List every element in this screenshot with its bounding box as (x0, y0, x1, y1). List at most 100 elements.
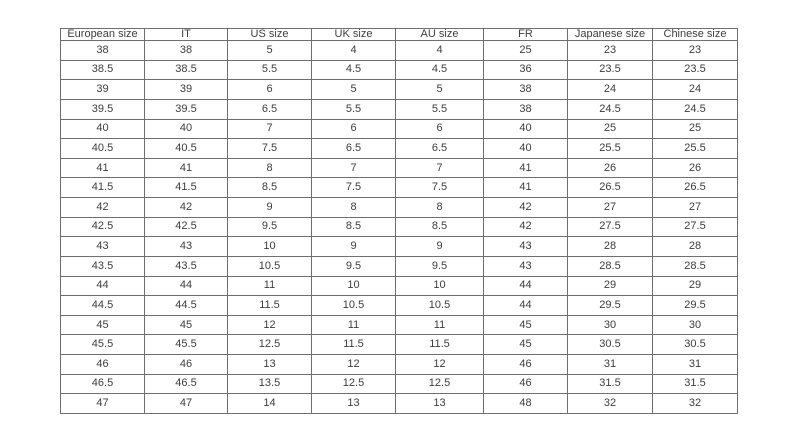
table-cell: 39 (144, 79, 228, 100)
table-cell: 24.5 (652, 98, 738, 120)
table-cell: 45 (483, 314, 568, 336)
table-cell: 4.5 (395, 59, 484, 81)
table-cell: 40 (483, 138, 568, 159)
table-row: 39.5 39.5 6.5 5.5 5.5 38 24.5 24.5 (60, 98, 738, 120)
table-cell: 11.5 (227, 295, 312, 316)
table-cell: 12 (311, 354, 396, 375)
table-cell: 12.5 (227, 334, 312, 355)
table-cell: 8 (227, 157, 312, 179)
table-cell: 27 (652, 197, 738, 218)
table-cell: 32 (567, 393, 653, 414)
table-cell: 23.5 (652, 59, 738, 81)
table-cell: 25 (652, 118, 738, 140)
table-cell: 28 (567, 236, 653, 257)
table-cell: 25.5 (567, 138, 653, 159)
table-cell: 46.5 (144, 373, 228, 395)
table-cell: 9 (227, 197, 312, 218)
table-row: 44 44 11 10 10 44 29 29 (60, 275, 738, 297)
table-cell: 41 (60, 157, 145, 179)
table-cell: 44 (60, 275, 145, 297)
table-cell: 30 (567, 314, 653, 336)
table-cell: 48 (483, 393, 568, 414)
table-cell: 5.5 (227, 59, 312, 81)
table-cell: 31.5 (652, 373, 738, 395)
table-cell: 29.5 (652, 295, 738, 316)
table-cell: 12 (227, 314, 312, 336)
table-cell: 39.5 (144, 98, 228, 120)
table-row: 40 40 7 6 6 40 25 25 (60, 118, 738, 140)
table-cell: 40 (144, 118, 228, 140)
table-cell: 26.5 (567, 177, 653, 198)
table-cell: 38.5 (144, 59, 228, 81)
table-row: 41.5 41.5 8.5 7.5 7.5 41 26.5 26.5 (60, 177, 738, 198)
table-cell: 6 (227, 79, 312, 100)
table-cell: 43 (483, 236, 568, 257)
table-cell: 38 (483, 79, 568, 100)
table-row: 43.5 43.5 10.5 9.5 9.5 43 28.5 28.5 (60, 255, 738, 277)
table-cell: 24 (652, 79, 738, 100)
table-cell: 26 (567, 157, 653, 179)
table-cell: 28.5 (652, 255, 738, 277)
table-cell: 46 (483, 373, 568, 395)
table-cell: 29.5 (567, 295, 653, 316)
table-cell: 45 (144, 314, 228, 336)
table-row: 46.5 46.5 13.5 12.5 12.5 46 31.5 31.5 (60, 373, 738, 395)
table-cell: 11.5 (311, 334, 396, 355)
table-cell: 40 (60, 118, 145, 140)
table-row: 40.5 40.5 7.5 6.5 6.5 40 25.5 25.5 (60, 138, 738, 159)
table-cell: 6 (395, 118, 484, 140)
table-cell: 44 (144, 275, 228, 297)
table-row: 42.5 42.5 9.5 8.5 8.5 42 27.5 27.5 (60, 216, 738, 238)
table-cell: 9 (395, 236, 484, 257)
table-cell: 8 (311, 197, 396, 218)
table-cell: 10.5 (227, 255, 312, 277)
column-header: IT (144, 28, 228, 41)
table-cell: 25.5 (652, 138, 738, 159)
table-cell: 12 (395, 354, 484, 375)
table-cell: 8.5 (311, 216, 396, 238)
table-cell: 9.5 (395, 255, 484, 277)
table-cell: 29 (567, 275, 653, 297)
table-cell: 27.5 (567, 216, 653, 238)
table-cell: 7.5 (311, 177, 396, 198)
table-cell: 31.5 (567, 373, 653, 395)
table-cell: 8 (395, 197, 484, 218)
table-cell: 38 (60, 40, 145, 61)
table-cell: 5 (227, 40, 312, 61)
table-cell: 30.5 (567, 334, 653, 355)
table-cell: 43 (60, 236, 145, 257)
table-cell: 24 (567, 79, 653, 100)
table-cell: 47 (60, 393, 145, 414)
table-row: 46 46 13 12 12 46 31 31 (60, 354, 738, 375)
table-cell: 38 (483, 98, 568, 120)
table-cell: 42 (144, 197, 228, 218)
table-cell: 39 (60, 79, 145, 100)
table-row: 38.5 38.5 5.5 4.5 4.5 36 23.5 23.5 (60, 59, 738, 81)
table-row: 45 45 12 11 11 45 30 30 (60, 314, 738, 336)
table-cell: 23 (567, 40, 653, 61)
table-row: 39 39 6 5 5 38 24 24 (60, 79, 738, 100)
table-cell: 40.5 (144, 138, 228, 159)
table-cell: 43.5 (144, 255, 228, 277)
column-header: Chinese size (652, 28, 738, 41)
column-header: UK size (311, 28, 396, 41)
table-row: 47 47 14 13 13 48 32 32 (60, 393, 738, 414)
table-cell: 9.5 (311, 255, 396, 277)
table-cell: 26 (652, 157, 738, 179)
table-cell: 36 (483, 59, 568, 81)
table-cell: 5.5 (395, 98, 484, 120)
table-cell: 46 (144, 354, 228, 375)
table-cell: 23.5 (567, 59, 653, 81)
table-row: 45.5 45.5 12.5 11.5 11.5 45 30.5 30.5 (60, 334, 738, 355)
header-row: European size IT US size UK size AU size FR Ja… (60, 28, 738, 41)
table-cell: 41 (483, 177, 568, 198)
table-cell: 13 (227, 354, 312, 375)
table-row: 43 43 10 9 9 43 28 28 (60, 236, 738, 257)
table-row: 44.5 44.5 11.5 10.5 10.5 44 29.5 29.5 (60, 295, 738, 316)
table-cell: 44.5 (60, 295, 145, 316)
table-cell: 7 (311, 157, 396, 179)
table-cell: 28.5 (567, 255, 653, 277)
column-header: AU size (395, 28, 484, 41)
table-cell: 38 (144, 40, 228, 61)
table-cell: 10 (227, 236, 312, 257)
